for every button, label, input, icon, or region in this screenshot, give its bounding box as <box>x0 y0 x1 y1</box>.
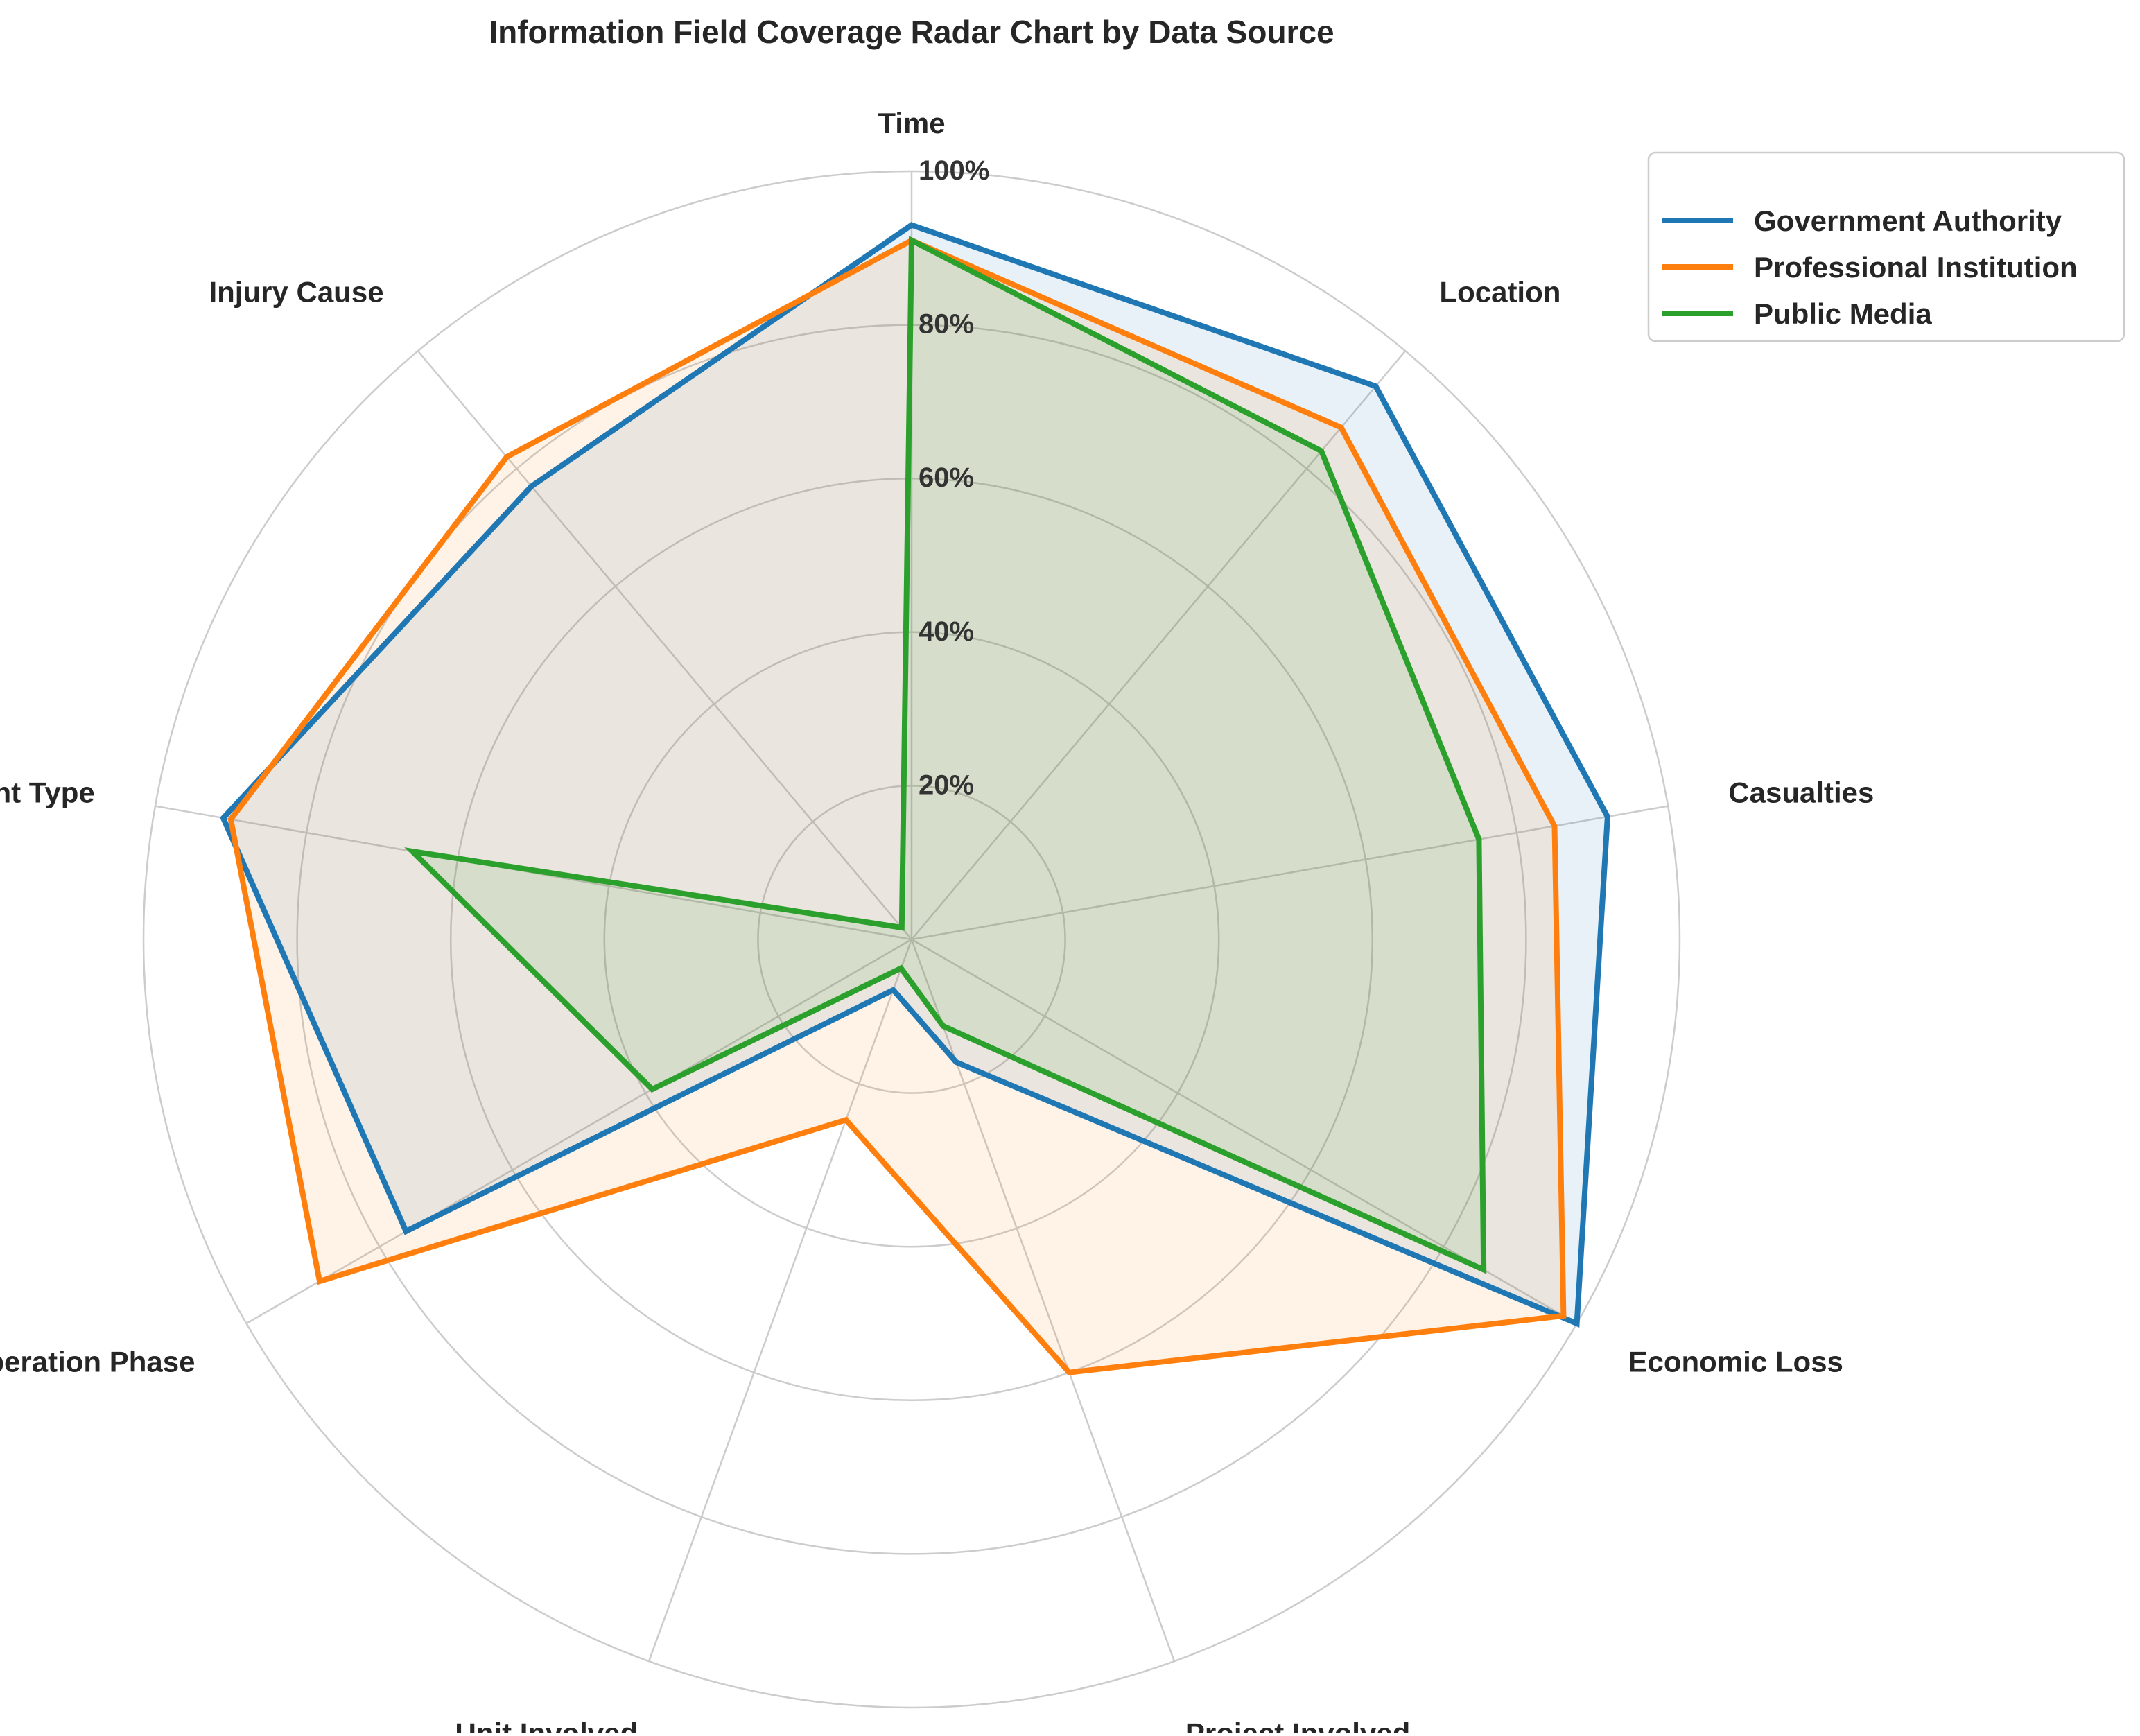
legend-label-2: Professional Institution <box>1754 251 2078 284</box>
category-label: Time <box>878 107 945 139</box>
radial-tick-label: 60% <box>919 462 974 493</box>
category-label: Accident Type <box>0 776 95 808</box>
legend-label-3: Public Media <box>1754 297 1932 330</box>
category-labels: Time Location Casualties Economic Loss Proje… <box>0 107 1874 1736</box>
axis-spoke-7 <box>245 938 912 1325</box>
category-label: Unit Involved <box>455 1717 638 1733</box>
series-line-2 <box>227 237 1567 1375</box>
legend-label-1: Government Authority <box>1754 205 2062 237</box>
series-line-3 <box>404 236 1487 1274</box>
series-line-1 <box>220 222 1610 1328</box>
legend: Government Authority Professional Institu… <box>1647 151 2125 342</box>
series-fill-1 <box>223 225 1608 1324</box>
axis-spoke-9 <box>417 350 912 940</box>
radial-tick-label: 80% <box>919 309 974 340</box>
radial-tick-label: 40% <box>919 616 974 647</box>
category-label: Economic Loss <box>1628 1345 1843 1378</box>
category-label: Injury Cause <box>209 275 383 308</box>
radar-grid <box>142 170 1681 1709</box>
legend-frame <box>1647 151 2125 342</box>
category-label: Casualties <box>1728 776 1874 808</box>
radial-tick-labels: 20% 40% 60% 80% 100% <box>919 155 989 800</box>
radar-series <box>220 222 1610 1375</box>
series-fill-2 <box>230 240 1564 1373</box>
chart-title: Information Field Coverage Radar Chart b… <box>489 14 1334 50</box>
radial-tick-label: 100% <box>919 155 989 186</box>
axis-spoke-6 <box>647 939 913 1662</box>
category-label: Operation Phase <box>0 1345 195 1378</box>
category-label: Location <box>1439 275 1560 308</box>
series-fill-3 <box>412 240 1484 1270</box>
category-label: Project Involved <box>1185 1717 1410 1733</box>
radial-tick-label: 20% <box>919 770 974 800</box>
axis-spoke-3 <box>911 805 1669 941</box>
